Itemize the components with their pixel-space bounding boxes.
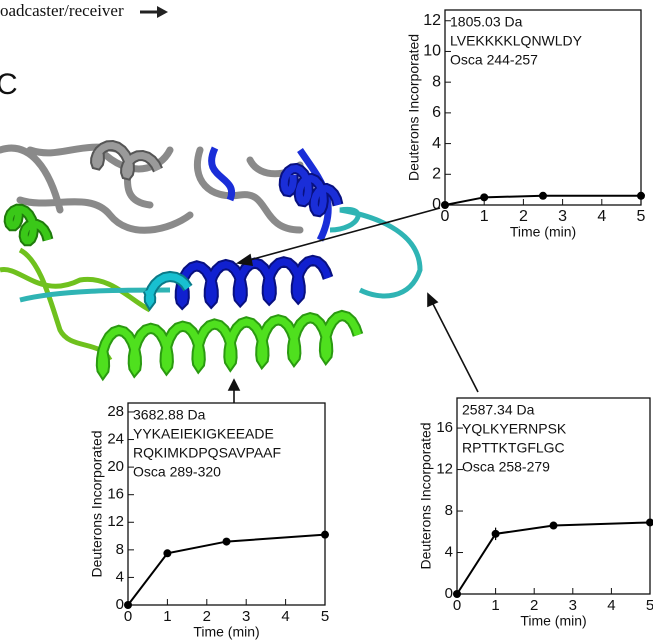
- arrow: [246, 208, 440, 261]
- data-point: [223, 538, 231, 546]
- annotation: Osca 258-279: [462, 459, 550, 475]
- y-tick-label: 16: [107, 486, 124, 503]
- x-axis-label: Time (min): [520, 613, 586, 629]
- annotation: Osca 289-320: [133, 464, 221, 480]
- x-tick-label: 3: [242, 608, 250, 625]
- arrow: [432, 302, 478, 392]
- annotation: RPTTKTGFLGC: [462, 440, 565, 456]
- caption-arrowhead: [157, 6, 168, 18]
- data-point: [441, 201, 449, 209]
- panel-label: C: [0, 68, 18, 101]
- figure: oadcaster/receiver C 024681012012345Time…: [0, 0, 653, 641]
- annotation: 3682.88 Da: [133, 407, 206, 423]
- x-tick-label: 1: [163, 608, 171, 625]
- y-tick-label: 0: [116, 596, 124, 613]
- arrowhead: [238, 255, 252, 265]
- annotation: RQKIMKDPQSAVPAAF: [133, 445, 281, 461]
- x-tick-label: 5: [646, 597, 653, 614]
- y-tick-label: 16: [436, 419, 453, 436]
- annotation: LVEKKKKLQNWLDY: [450, 33, 583, 49]
- y-axis-label: Deuterons Incorporated: [89, 430, 105, 577]
- x-tick-label: 2: [203, 608, 211, 625]
- y-tick-label: 10: [423, 43, 441, 60]
- y-tick-label: 20: [107, 458, 124, 475]
- y-tick-label: 12: [436, 461, 453, 478]
- x-tick-label: 5: [637, 208, 646, 225]
- annotation: Osca 244-257: [450, 52, 538, 68]
- data-point: [492, 530, 500, 538]
- y-tick-label: 4: [432, 135, 441, 152]
- x-tick-label: 4: [607, 597, 615, 614]
- x-axis-label: Time (min): [510, 224, 576, 240]
- y-tick-label: 6: [432, 104, 441, 121]
- annotation: 1805.03 Da: [450, 14, 523, 30]
- y-axis-label: Deuterons Incorporated: [406, 34, 422, 181]
- caption: oadcaster/receiver: [0, 1, 124, 20]
- x-tick-label: 2: [530, 597, 538, 614]
- y-tick-label: 12: [107, 513, 124, 530]
- data-point: [453, 590, 461, 598]
- x-tick-label: 3: [569, 597, 577, 614]
- y-tick-label: 2: [432, 166, 441, 183]
- x-tick-label: 1: [491, 597, 499, 614]
- data-point: [480, 193, 488, 201]
- data-point: [539, 192, 547, 200]
- arrowhead: [229, 380, 239, 390]
- y-tick-label: 4: [445, 543, 453, 560]
- annotation: 2587.34 Da: [462, 402, 535, 418]
- protein-structure: [0, 146, 420, 372]
- arrowhead: [428, 294, 437, 306]
- x-tick-label: 4: [597, 208, 606, 225]
- y-tick-label: 0: [445, 585, 453, 602]
- x-tick-label: 5: [321, 608, 329, 625]
- annotation: YYKAEIEKIGKEEADE: [133, 426, 274, 442]
- y-tick-label: 8: [116, 541, 124, 558]
- x-tick-label: 1: [480, 208, 489, 225]
- y-tick-label: 8: [445, 502, 453, 519]
- data-point: [321, 531, 329, 539]
- y-tick-label: 24: [107, 431, 124, 448]
- arrows: [229, 208, 478, 404]
- cyan-loop: [20, 209, 420, 300]
- data-point: [550, 522, 558, 530]
- y-tick-label: 8: [432, 73, 441, 90]
- x-tick-label: 0: [441, 208, 450, 225]
- x-tick-label: 0: [453, 597, 461, 614]
- helix: [180, 260, 328, 302]
- x-tick-label: 4: [281, 608, 289, 625]
- y-tick-label: 12: [423, 12, 441, 29]
- annotation: YQLKYERNPSK: [462, 421, 567, 437]
- x-tick-label: 2: [519, 208, 528, 225]
- y-tick-label: 4: [116, 568, 124, 585]
- y-tick-label: 28: [107, 403, 124, 420]
- data-point: [163, 549, 171, 557]
- data-point: [637, 192, 645, 200]
- x-tick-label: 3: [558, 208, 567, 225]
- data-point: [124, 601, 132, 609]
- y-axis-label: Deuterons Incorporated: [418, 422, 434, 569]
- x-tick-label: 0: [124, 608, 132, 625]
- x-axis-label: Time (min): [193, 624, 259, 640]
